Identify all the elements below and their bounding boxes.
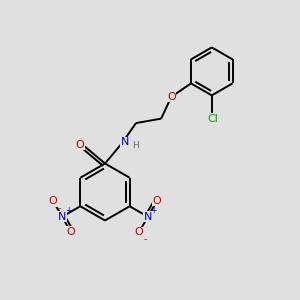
Text: N: N — [144, 212, 152, 222]
Text: -: - — [57, 203, 61, 213]
Text: O: O — [49, 196, 58, 206]
Text: O: O — [67, 227, 76, 237]
Text: O: O — [152, 196, 161, 206]
Text: O: O — [134, 227, 143, 237]
Text: H: H — [132, 141, 139, 150]
Text: +: + — [151, 206, 157, 215]
Text: +: + — [65, 206, 71, 215]
Text: N: N — [58, 212, 66, 222]
Text: -: - — [143, 234, 147, 244]
Text: O: O — [75, 140, 84, 150]
Text: O: O — [167, 92, 176, 102]
Text: Cl: Cl — [208, 114, 219, 124]
Text: N: N — [121, 137, 129, 148]
